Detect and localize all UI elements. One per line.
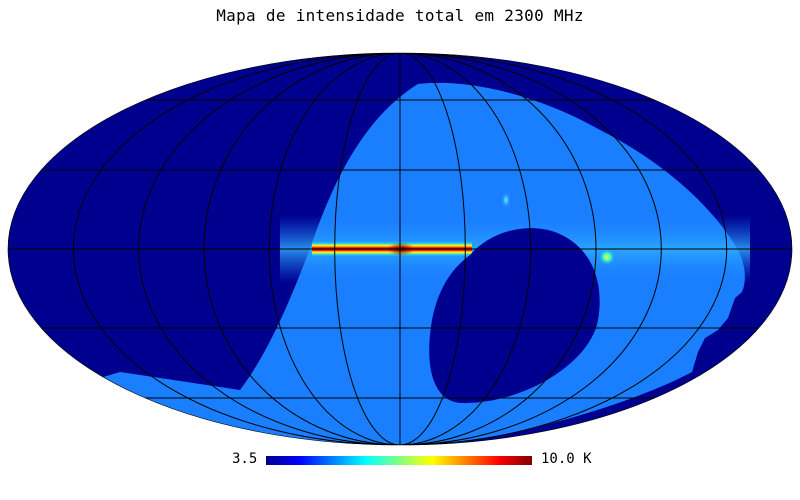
- colorbar-min-label: 3.5: [232, 451, 258, 467]
- colorbar-max-label: 10.0 K: [541, 451, 592, 467]
- masked-disk: [429, 228, 600, 404]
- graticule: [8, 53, 792, 445]
- chart-title: Mapa de intensidade total em 2300 MHz: [216, 6, 584, 25]
- map-border: [7, 52, 793, 446]
- colorbar: [266, 456, 532, 465]
